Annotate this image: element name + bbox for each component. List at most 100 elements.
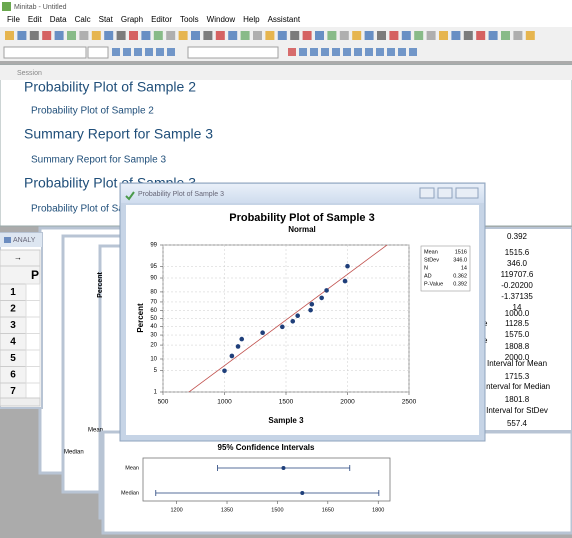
toolbar-button[interactable] — [501, 31, 510, 40]
toolbar-button[interactable] — [277, 31, 287, 40]
x-tick-label: 1500 — [279, 399, 294, 406]
menu-item[interactable]: Stat — [99, 15, 114, 24]
toolbar-button[interactable] — [67, 31, 76, 40]
toolbar-button[interactable] — [191, 31, 200, 40]
toolbar-button[interactable] — [463, 31, 473, 40]
toolbar-button[interactable] — [166, 31, 176, 40]
row-number: 4 — [10, 337, 16, 348]
x-tick-label: 2500 — [402, 399, 417, 406]
toolbar-button[interactable] — [426, 31, 436, 40]
toolbar-button[interactable] — [310, 48, 318, 56]
toolbar-button[interactable] — [513, 31, 523, 40]
minimize-button[interactable] — [419, 187, 435, 199]
toolbar-button[interactable] — [240, 31, 250, 40]
row-number: 6 — [10, 370, 16, 381]
toolbar-button[interactable] — [167, 48, 175, 56]
estimate-point — [300, 491, 305, 495]
toolbar-button[interactable] — [288, 48, 296, 56]
toolbar-button[interactable] — [364, 31, 374, 40]
toolbar-button[interactable] — [42, 31, 52, 40]
toolbar-button[interactable] — [389, 31, 399, 40]
toolbar-button[interactable] — [488, 31, 498, 40]
toolbar-button[interactable] — [29, 31, 39, 40]
menu-item[interactable]: Window — [207, 15, 236, 24]
toolbar-button[interactable] — [387, 48, 395, 56]
menu-item[interactable]: Edit — [28, 15, 43, 24]
toolbar-icons — [5, 31, 535, 56]
toolbar-button[interactable] — [215, 31, 225, 40]
toolbar-button[interactable] — [253, 31, 262, 40]
toolbar-button[interactable] — [315, 31, 324, 40]
toolbar-button[interactable] — [5, 31, 14, 40]
toolbar-button[interactable] — [91, 31, 101, 40]
toolbar-button[interactable] — [54, 31, 64, 40]
x-tick-label: 1000 — [217, 399, 232, 406]
session-heading: Probability Plot of Sample 2 — [31, 106, 154, 117]
toolbar-button[interactable] — [377, 31, 386, 40]
toolbar-button[interactable] — [327, 31, 337, 40]
menu-item[interactable]: Graph — [121, 15, 143, 24]
toolbar-button[interactable] — [414, 31, 424, 40]
toolbar-button[interactable] — [129, 31, 138, 40]
toolbar-button[interactable] — [439, 31, 448, 40]
toolbar-button[interactable] — [104, 31, 114, 40]
toolbar-button[interactable] — [321, 48, 329, 56]
toolbar-button[interactable] — [156, 48, 164, 56]
toolbar-button[interactable] — [525, 31, 535, 40]
toolbar-button[interactable] — [290, 31, 300, 40]
toolbar-button[interactable] — [343, 48, 351, 56]
toolbar-button[interactable] — [116, 31, 126, 40]
cell — [25, 300, 41, 318]
close-button[interactable] — [455, 187, 479, 199]
toolbar-button[interactable] — [302, 31, 312, 40]
toolbar-button[interactable] — [79, 31, 89, 40]
menu-item[interactable]: File — [7, 15, 20, 24]
toolbar-button[interactable] — [409, 48, 417, 56]
fit-line — [188, 245, 388, 392]
toolbar-button[interactable] — [123, 48, 131, 56]
chart-title: 95% Confidence Intervals — [218, 443, 315, 452]
menu-item[interactable]: Editor — [151, 15, 172, 24]
toolbar-button[interactable] — [141, 31, 151, 40]
toolbar-button[interactable] — [339, 31, 349, 40]
menu-item[interactable]: Calc — [75, 15, 91, 24]
maximize-button[interactable] — [437, 187, 453, 199]
toolbar-button[interactable] — [265, 31, 275, 40]
dropdown[interactable] — [87, 46, 109, 59]
toolbar-button[interactable] — [332, 48, 340, 56]
menu-item[interactable]: Help — [243, 15, 260, 24]
x-tick-label: 1500 — [271, 507, 283, 513]
column-header: P — [31, 268, 39, 282]
toolbar-button[interactable] — [354, 48, 362, 56]
data-point — [229, 353, 235, 359]
data-point — [319, 295, 324, 301]
menu-item[interactable]: Data — [50, 15, 67, 24]
stat-value: 1516 — [455, 249, 467, 255]
summary-value: 119707.6 — [501, 270, 534, 279]
toolbar-button[interactable] — [398, 48, 406, 56]
toolbar-button[interactable] — [401, 31, 411, 40]
toolbar-button[interactable] — [365, 48, 373, 56]
toolbar-button[interactable] — [451, 31, 461, 40]
toolbar-button[interactable] — [178, 31, 188, 40]
dropdown[interactable] — [3, 46, 87, 59]
toolbar-button[interactable] — [476, 31, 486, 40]
summary-value: 1000.0 — [505, 309, 530, 318]
toolbar-button[interactable] — [299, 48, 307, 56]
toolbar-button[interactable] — [228, 31, 238, 40]
summary-value: Interval for Median — [484, 382, 550, 391]
toolbar-button[interactable] — [17, 31, 27, 40]
toolbar-button[interactable] — [376, 48, 384, 56]
y-tick-label: 40 — [150, 324, 157, 330]
toolbar-button[interactable] — [203, 31, 213, 40]
dropdown[interactable] — [187, 46, 279, 59]
toolbar-button[interactable] — [112, 48, 120, 56]
menu-item[interactable]: Tools — [180, 15, 199, 24]
toolbar-button[interactable] — [153, 31, 163, 40]
toolbar-button[interactable] — [145, 48, 153, 56]
cell — [25, 382, 41, 400]
toolbar-button[interactable] — [134, 48, 142, 56]
toolbar-button[interactable] — [352, 31, 362, 40]
menu-item[interactable]: Assistant — [268, 15, 301, 24]
